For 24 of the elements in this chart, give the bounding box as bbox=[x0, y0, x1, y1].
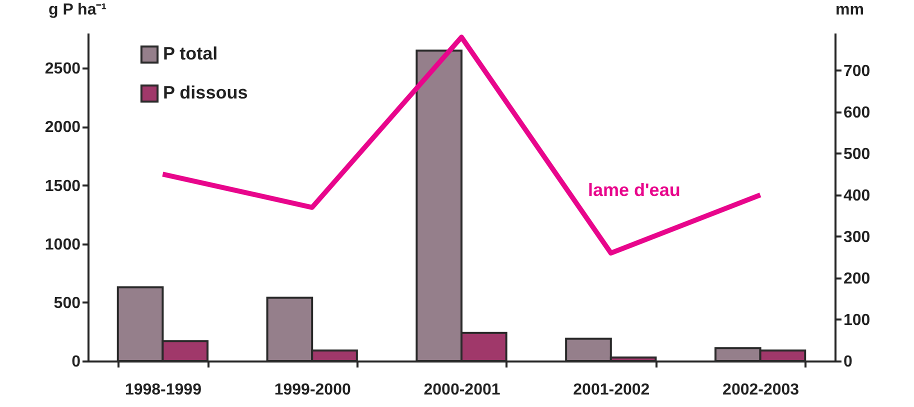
x-tick-label: 1999-2000 bbox=[274, 382, 351, 398]
y2-axis-title: mm bbox=[836, 2, 864, 18]
y-tick-label: 0 bbox=[72, 354, 81, 370]
y-tick-label: 2500 bbox=[44, 60, 81, 78]
y-tick-label: 1500 bbox=[44, 178, 81, 195]
y2-tick-label: 0 bbox=[844, 354, 852, 370]
y2-tick-label: 500 bbox=[844, 146, 870, 163]
y2-tick-label: 600 bbox=[844, 104, 870, 122]
x-tick-label: 1998-1999 bbox=[124, 382, 202, 398]
x-tick-label: 2002-2003 bbox=[722, 382, 800, 398]
y2-tick-label: 400 bbox=[844, 187, 870, 204]
y-tick-label: 2000 bbox=[44, 119, 81, 136]
y-tick-label: 500 bbox=[54, 294, 81, 312]
y2-tick-label: 700 bbox=[844, 62, 870, 80]
y2-tick-label: 300 bbox=[844, 228, 870, 246]
x-tick-label: 2000-2001 bbox=[424, 382, 500, 398]
y-axis-title: g P ha⁻¹ bbox=[48, 2, 107, 18]
legend-label: P total bbox=[163, 44, 218, 64]
x-tick-label: 2001-2002 bbox=[573, 382, 650, 398]
y2-tick-label: 200 bbox=[844, 270, 870, 288]
series-label: lame d'eau bbox=[588, 180, 680, 200]
y2-tick-label: 100 bbox=[844, 312, 870, 329]
y-tick-label: 1000 bbox=[44, 236, 81, 254]
legend-label: P dissous bbox=[163, 82, 248, 102]
